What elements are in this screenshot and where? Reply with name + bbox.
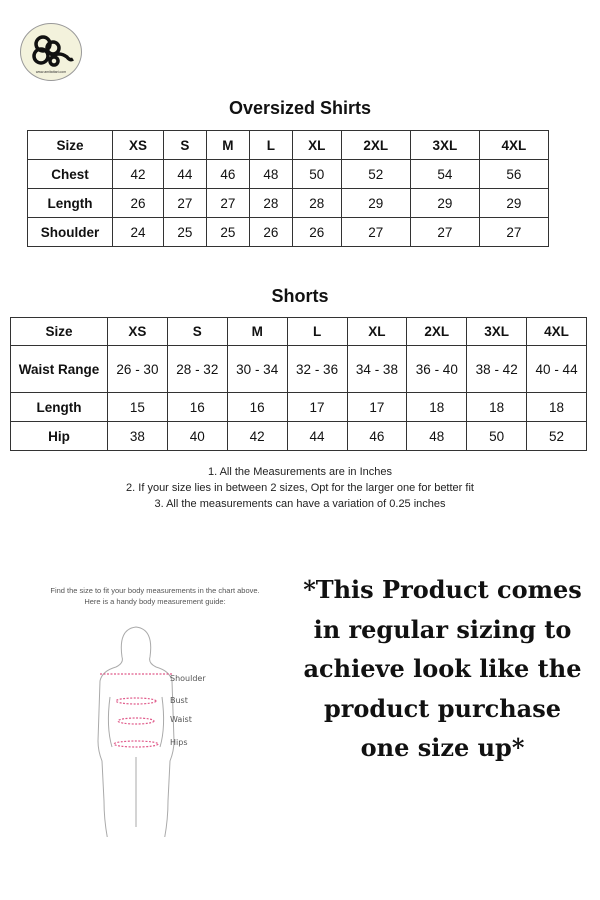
label-bust: Bust [170, 696, 188, 705]
table-cell: 27 [478, 217, 550, 247]
table-cell: 25 [205, 217, 250, 247]
table-cell: 44 [286, 421, 348, 451]
row-label: Hip [10, 421, 108, 451]
brand-logo: www.amitattari.com [20, 23, 82, 81]
table-cell: XS [112, 130, 164, 160]
table-cell: XL [291, 130, 342, 160]
table-cell: 16 [166, 392, 228, 422]
table-row: Chest 42 44 46 48 50 52 54 56 [27, 159, 550, 189]
table-row: Shoulder 24 25 25 26 26 27 27 27 [27, 217, 550, 247]
note: 1. All the Measurements are in Inches [207, 466, 393, 478]
table-cell: 26 - 30 [107, 345, 168, 393]
table-row: Hip 38 40 42 44 46 48 50 52 [10, 421, 587, 451]
table-cell: XS [107, 317, 168, 346]
table-cell: 27 [205, 188, 250, 218]
sizing-advice-text: *This Product comes in regular sizing to… [303, 575, 582, 762]
guide-text: Find the size to fit your body measureme… [50, 586, 260, 595]
table-cell: 18 [406, 392, 468, 422]
svg-text:www.amitattari.com: www.amitattari.com [36, 70, 66, 74]
table-cell: 28 [248, 188, 293, 218]
shorts-title: Shorts [271, 286, 329, 306]
table-cell: 29 [478, 188, 550, 218]
table-cell: 52 [340, 159, 411, 189]
table-cell: 24 [112, 217, 164, 247]
table-cell: S [162, 130, 207, 160]
table-cell: 32 - 36 [286, 345, 348, 393]
table-cell: 48 [248, 159, 293, 189]
table-cell: 52 [526, 421, 587, 451]
table-cell: L [286, 317, 348, 346]
label-shoulder: Shoulder [170, 674, 206, 683]
note: 2. If your size lies in between 2 sizes,… [126, 482, 474, 494]
table-cell: 46 [205, 159, 250, 189]
shirts-title: Oversized Shirts [228, 98, 372, 118]
table-cell: 18 [526, 392, 587, 422]
table-cell: 3XL [409, 130, 480, 160]
row-label: Length [10, 392, 108, 422]
table-cell: 4XL [526, 317, 587, 346]
table-cell: 29 [340, 188, 411, 218]
table-cell: 18 [466, 392, 528, 422]
table-cell: 27 [409, 217, 480, 247]
table-cell: 40 [166, 421, 228, 451]
table-cell: 29 [409, 188, 480, 218]
table-row: Waist Range 26 - 30 28 - 32 30 - 34 32 - 36 3… [10, 345, 587, 393]
table-header-row: Size XS S M L XL 2XL 3XL 4XL [10, 317, 587, 346]
table-cell: 40 - 44 [526, 345, 587, 393]
table-cell: 26 [248, 217, 293, 247]
measurement-notes: 1. All the Measurements are in Inches 2.… [0, 464, 600, 512]
table-cell: 42 [112, 159, 164, 189]
table-cell: 54 [409, 159, 480, 189]
table-cell: 4XL [478, 130, 550, 160]
row-label: Shoulder [27, 217, 113, 247]
table-cell: 50 [291, 159, 342, 189]
table-cell: XL [346, 317, 408, 346]
table-cell: 2XL [340, 130, 411, 160]
table-cell: 44 [162, 159, 207, 189]
row-label: Length [27, 188, 113, 218]
label-hips: Hips [170, 738, 187, 747]
table-cell: S [166, 317, 228, 346]
table-cell: 27 [162, 188, 207, 218]
table-cell: L [248, 130, 293, 160]
table-cell: 48 [406, 421, 468, 451]
table-cell: 50 [466, 421, 528, 451]
shorts-size-table: Size XS S M L XL 2XL 3XL 4XL Waist Range 26 - 30 28… [10, 317, 587, 451]
table-cell: 38 - 42 [466, 345, 528, 393]
table-cell: 16 [226, 392, 288, 422]
table-cell: 28 - 32 [166, 345, 228, 393]
table-cell: 27 [340, 217, 411, 247]
table-cell: 15 [107, 392, 168, 422]
row-label: Chest [27, 159, 113, 189]
table-cell: 42 [226, 421, 288, 451]
table-header-row: Size XS S M L XL 2XL 3XL 4XL [27, 130, 550, 160]
table-cell: 34 - 38 [346, 345, 408, 393]
table-cell: M [226, 317, 288, 346]
body-measurement-guide: Find the size to fit your body measureme… [30, 585, 280, 842]
row-label: Size [27, 130, 113, 160]
table-cell: 30 - 34 [226, 345, 288, 393]
table-cell: 56 [478, 159, 550, 189]
table-row: Length 15 16 16 17 17 18 18 18 [10, 392, 587, 422]
label-waist: Waist [170, 715, 192, 724]
guide-text: Here is a handy body measurement guide: [84, 597, 226, 606]
table-cell: 46 [346, 421, 408, 451]
table-row: Length 26 27 27 28 28 29 29 29 [27, 188, 550, 218]
table-cell: 17 [286, 392, 348, 422]
body-figure-illustration: Shoulder Bust Waist Hips [97, 626, 206, 842]
table-cell: 28 [291, 188, 342, 218]
table-cell: 26 [291, 217, 342, 247]
row-label: Size [10, 317, 108, 346]
oversized-shirts-size-table: Size XS S M L XL 2XL 3XL 4XL Chest 42 44 46 48 50 52 54 5… [27, 130, 550, 247]
note: 3. All the measurements can have a varia… [154, 498, 446, 510]
table-cell: 25 [162, 217, 207, 247]
table-cell: 17 [346, 392, 408, 422]
table-cell: 2XL [406, 317, 468, 346]
table-cell: 26 [112, 188, 164, 218]
row-label: Waist Range [10, 345, 108, 393]
table-cell: 3XL [466, 317, 528, 346]
table-cell: 38 [107, 421, 168, 451]
table-cell: 36 - 40 [406, 345, 468, 393]
table-cell: M [205, 130, 250, 160]
